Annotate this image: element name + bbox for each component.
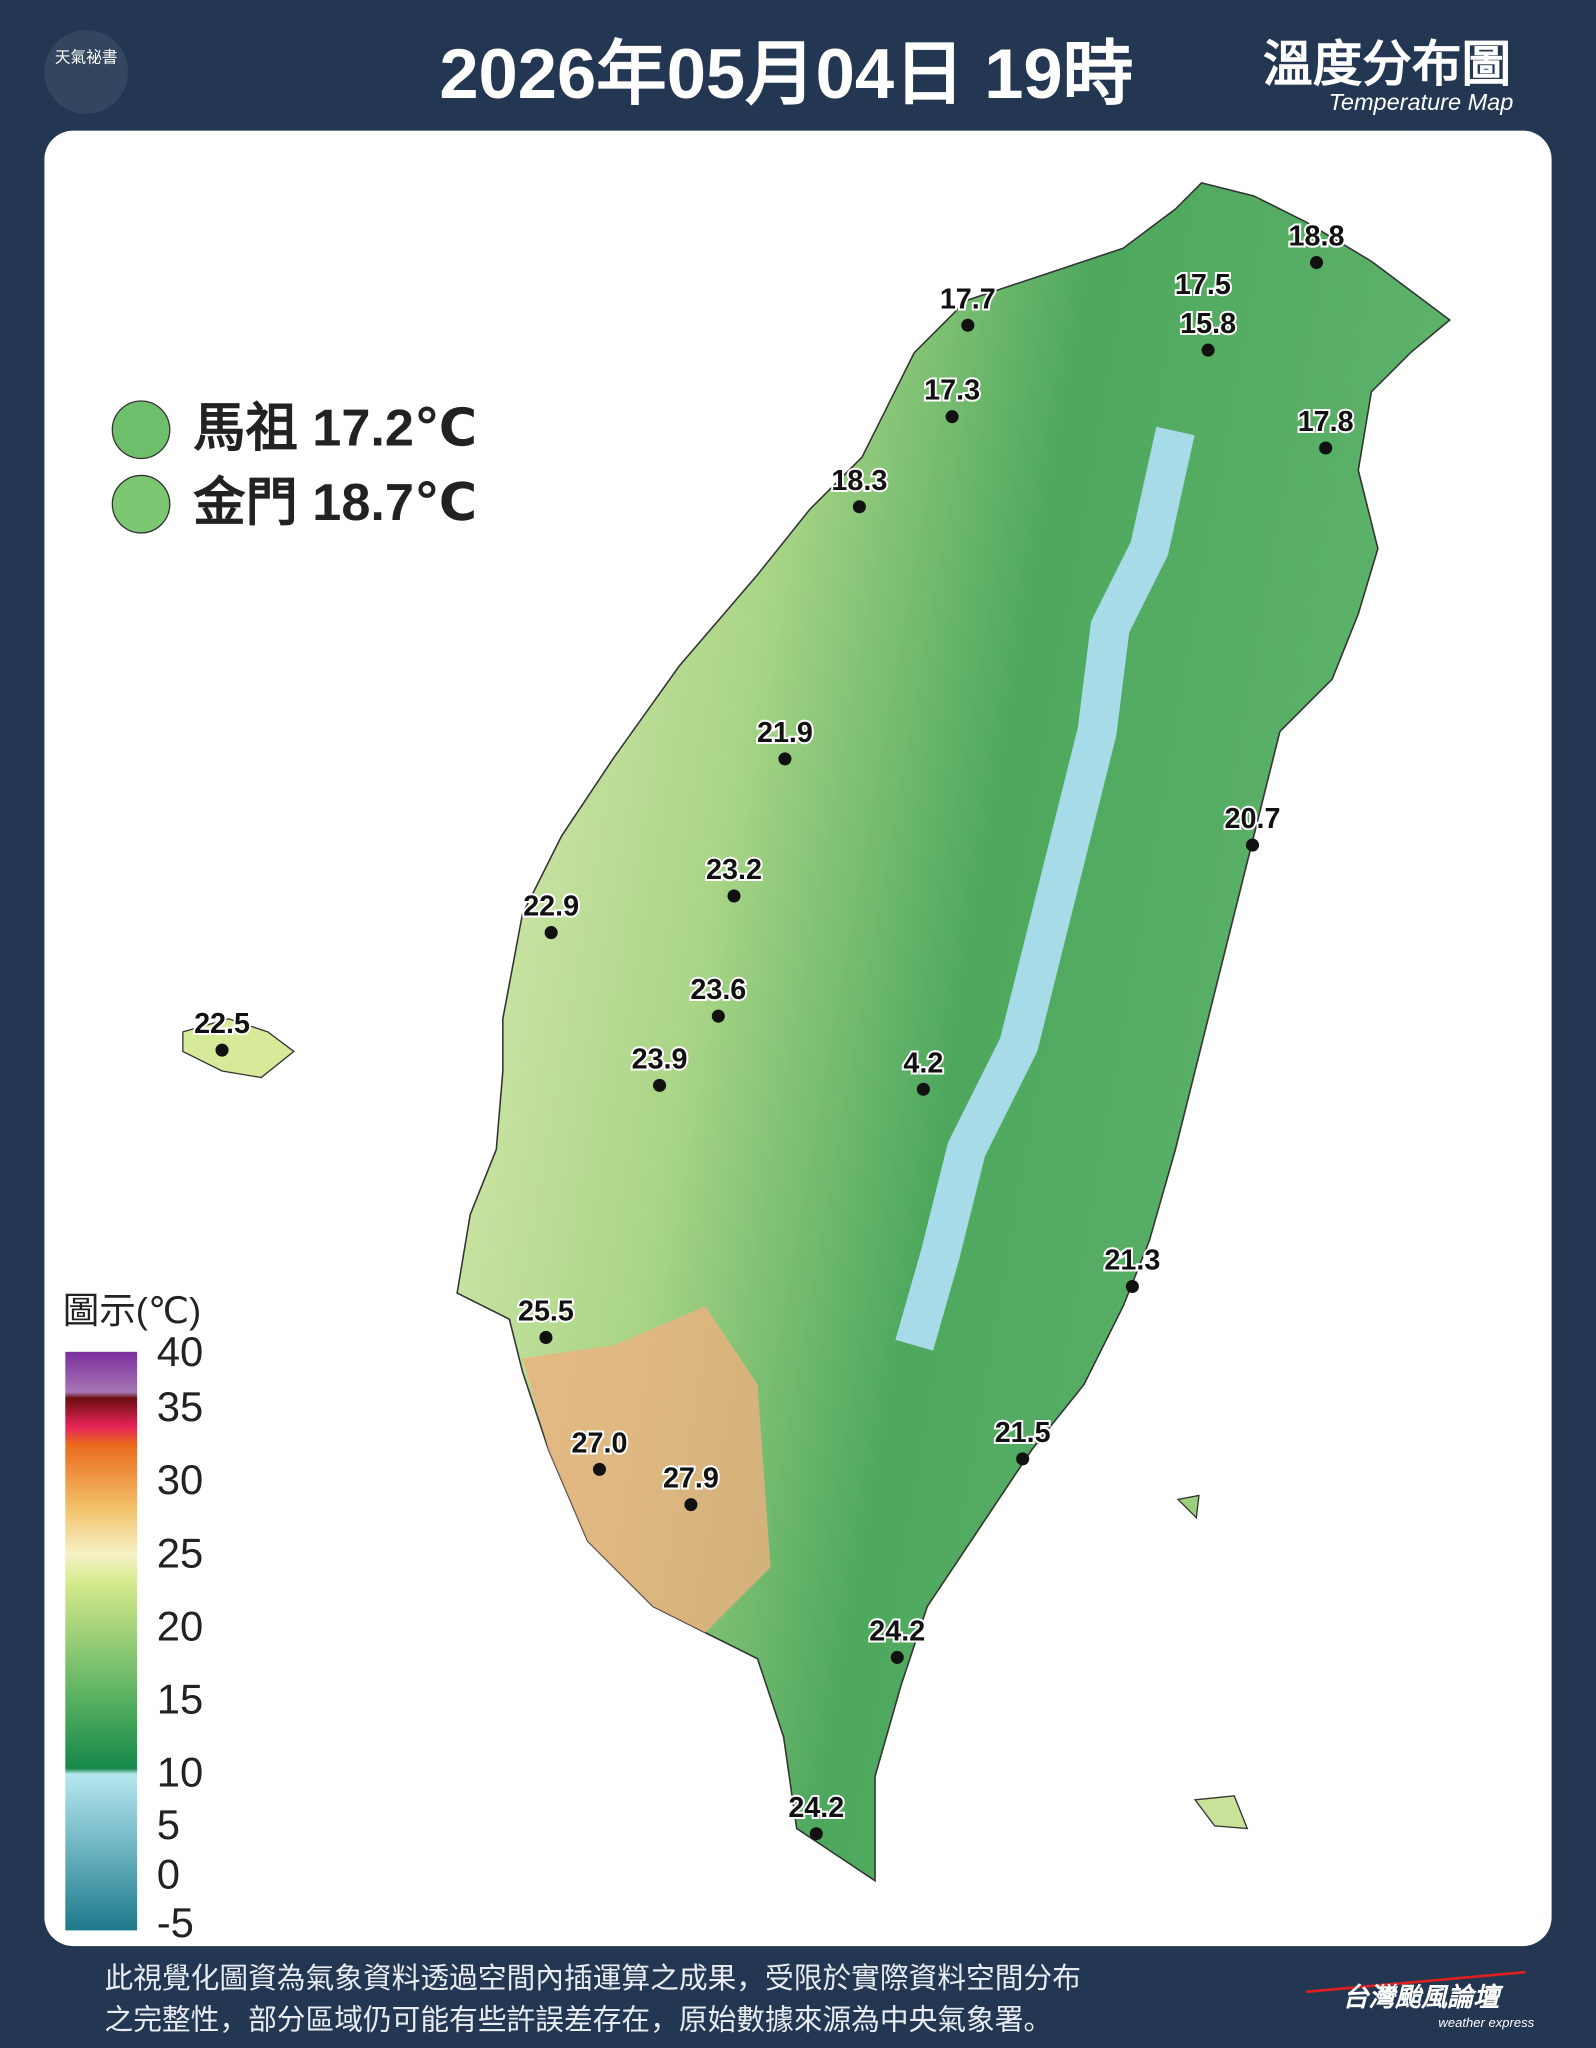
- station-reading: 21.9: [757, 717, 813, 749]
- legend-tick: 30: [157, 1456, 203, 1503]
- station-dot: [961, 318, 975, 332]
- brand-line: [1305, 1970, 1526, 1994]
- island-reading: 金門 18.7℃: [192, 474, 477, 532]
- station-dot: [711, 1009, 725, 1023]
- legend-tick: 25: [157, 1529, 203, 1576]
- legend-tick: 5: [157, 1801, 180, 1848]
- orchid-island: [1193, 1795, 1249, 1830]
- station-dot: [1245, 838, 1260, 852]
- station-dot: [809, 1827, 823, 1841]
- legend-ticks: 40 35 30 25 20 15 10 50-5: [157, 1328, 203, 1946]
- matsu-marker: [111, 400, 171, 460]
- station-dot: [1319, 441, 1333, 455]
- station-dot: [592, 1462, 607, 1476]
- brand: 台灣颱風論壇: [1343, 1982, 1505, 2012]
- station-reading: 22.9: [523, 891, 579, 923]
- station-dot: [544, 926, 558, 940]
- station-dot: [653, 1078, 667, 1092]
- legend-tick: 15: [157, 1676, 203, 1723]
- station-dot: [1016, 1452, 1030, 1466]
- station-dot: [945, 410, 959, 424]
- station-dot: [1201, 343, 1215, 357]
- map-subtitle: Temperature Map: [1329, 89, 1514, 115]
- legend-tick: -5: [157, 1899, 194, 1946]
- legend-tick: 10: [157, 1749, 203, 1796]
- station-reading: 18.3: [831, 465, 887, 497]
- station-dot: [684, 1498, 698, 1512]
- legend-tick: 0: [157, 1851, 180, 1898]
- station-reading: 21.3: [1104, 1245, 1160, 1277]
- station-dot: [727, 889, 741, 903]
- station-dot: [890, 1650, 904, 1664]
- station-reading: 20.7: [1225, 803, 1281, 835]
- station-dot: [1309, 256, 1324, 270]
- kinmen-marker: [111, 474, 171, 534]
- station-dot: [539, 1330, 553, 1344]
- warm-area: [522, 1306, 771, 1633]
- station-reading: 18.8: [1289, 221, 1345, 253]
- logo-text: 天氣祕書: [55, 49, 118, 67]
- station-reading: 27.9: [663, 1463, 719, 1495]
- station-reading: 25.5: [518, 1295, 574, 1327]
- brand-sub: weather express: [1438, 2015, 1534, 2030]
- penghu: [182, 1018, 295, 1079]
- mountain-ridge: [895, 426, 1195, 1351]
- island-reading: 馬祖 17.2℃: [193, 399, 477, 457]
- station-reading: 27.0: [572, 1427, 628, 1459]
- station-reading: 17.7: [940, 283, 996, 315]
- station-reading: 23.6: [690, 974, 746, 1006]
- stations: 18.8 17.5 15.8 17.7 17.3 17.8 18.3 21.9 20.7 23.2…: [192, 219, 1356, 1841]
- station-reading: 24.2: [788, 1792, 844, 1824]
- station-reading: 15.8: [1180, 308, 1236, 340]
- station-dot: [916, 1082, 930, 1096]
- legend-tick: 20: [157, 1602, 203, 1649]
- station-reading: 17.3: [924, 375, 980, 407]
- map-title: 溫度分布圖: [1263, 36, 1511, 92]
- station-reading: 4.2: [903, 1047, 943, 1079]
- station-reading: 17.5: [1175, 269, 1231, 301]
- station-reading: 23.2: [706, 854, 762, 886]
- station-reading: 23.9: [632, 1043, 688, 1075]
- station-reading: 24.2: [869, 1615, 925, 1647]
- legend-tick: 40: [157, 1328, 203, 1375]
- legend-tick: 35: [157, 1383, 203, 1430]
- station-dot: [215, 1043, 229, 1057]
- footer-line: 之完整性，部分區域仍可能有些許誤差存在，原始數據來源為中央氣象署。: [104, 2005, 1052, 2037]
- title: 2026年05月04日 19時: [439, 34, 1133, 113]
- station-dot: [852, 500, 866, 514]
- station-reading: 22.5: [194, 1008, 250, 1040]
- legend-bar: [65, 1351, 138, 1931]
- footer-line: 此視覺化圖資為氣象資料透過空間內插運算之成果，受限於實際資料空間分布: [104, 1963, 1080, 1995]
- station-dot: [778, 752, 792, 766]
- station-reading: 21.5: [995, 1417, 1051, 1449]
- green-island: [1176, 1494, 1200, 1520]
- station-dot: [1125, 1279, 1139, 1294]
- legend-title: 圖示(℃): [63, 1290, 201, 1331]
- station-reading: 17.8: [1298, 406, 1354, 438]
- logo: [44, 30, 128, 114]
